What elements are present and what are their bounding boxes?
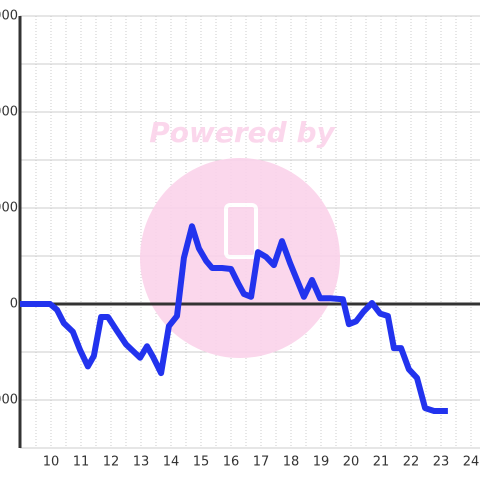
x-tick-label: 18 bbox=[283, 455, 300, 470]
line-series bbox=[20, 223, 448, 415]
x-tick-label: 23 bbox=[433, 455, 450, 470]
x-tick-label: 11 bbox=[73, 455, 90, 470]
x-tick-label: 16 bbox=[223, 455, 240, 470]
x-tick-label: 12 bbox=[103, 455, 120, 470]
y-tick-label: -1,000 bbox=[0, 393, 18, 408]
x-tick-label: 20 bbox=[343, 455, 360, 470]
y-tick-label: 2,000 bbox=[0, 105, 18, 120]
watermark-text: Powered by bbox=[149, 116, 336, 149]
watermark-icon bbox=[224, 203, 258, 259]
y-tick-label: 3,000 bbox=[0, 9, 18, 24]
watermark: Powered by bbox=[140, 116, 340, 358]
x-tick-label: 19 bbox=[313, 455, 330, 470]
y-tick-label: 0 bbox=[10, 297, 18, 312]
y-tick-label: 1,000 bbox=[0, 201, 18, 216]
x-tick-label: 21 bbox=[373, 455, 390, 470]
x-tick-label: 24 bbox=[463, 455, 480, 470]
x-tick-label: 13 bbox=[133, 455, 150, 470]
x-tick-label: 10 bbox=[43, 455, 60, 470]
x-tick-label: 22 bbox=[403, 455, 420, 470]
x-tick-label: 17 bbox=[253, 455, 270, 470]
x-tick-label: 15 bbox=[193, 455, 210, 470]
x-tick-label: 14 bbox=[163, 455, 180, 470]
